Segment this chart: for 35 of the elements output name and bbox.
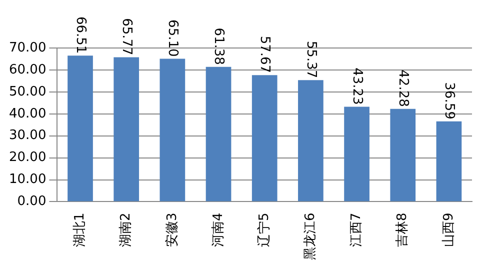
x-tick-label: 辽宁5	[256, 212, 272, 248]
y-tick-label: 60.00	[9, 62, 46, 78]
bar	[252, 75, 278, 202]
y-tick-label: 50.00	[9, 84, 46, 100]
x-tick-label: 江西7	[349, 212, 364, 248]
data-label: 36.59	[442, 82, 457, 120]
bar	[114, 57, 140, 202]
data-label: 57.67	[257, 36, 272, 74]
x-tick-label: 吉林8	[395, 212, 410, 248]
y-tick-label: 20.00	[9, 150, 46, 166]
x-tick-label: 山西9	[441, 212, 456, 248]
data-label: 43.23	[349, 68, 364, 105]
bar	[436, 121, 462, 202]
y-tick-label: 40.00	[9, 106, 46, 122]
data-label: 55.37	[303, 40, 318, 78]
data-label: 66.51	[72, 16, 88, 54]
x-tick-label: 安徽3	[164, 212, 180, 248]
bar	[298, 80, 324, 202]
bar	[206, 66, 232, 202]
bar	[344, 106, 370, 202]
data-label: 65.10	[165, 20, 180, 57]
x-tick-label: 黑龙江6	[303, 212, 318, 260]
y-tick-label: 70.00	[9, 40, 46, 56]
bar	[160, 58, 186, 202]
data-label: 61.38	[211, 28, 226, 65]
data-label: 42.28	[395, 70, 410, 107]
x-tick-label: 河南4	[210, 212, 226, 248]
x-tick-label: 湖北1	[72, 212, 88, 248]
bar	[390, 108, 416, 202]
y-tick-label: 0.00	[17, 194, 46, 210]
y-tick-label: 30.00	[9, 128, 46, 144]
x-tick-label: 湖南2	[118, 212, 134, 248]
data-label: 65.77	[118, 18, 134, 56]
bar	[68, 56, 93, 202]
y-tick-label: 10.00	[9, 172, 46, 188]
